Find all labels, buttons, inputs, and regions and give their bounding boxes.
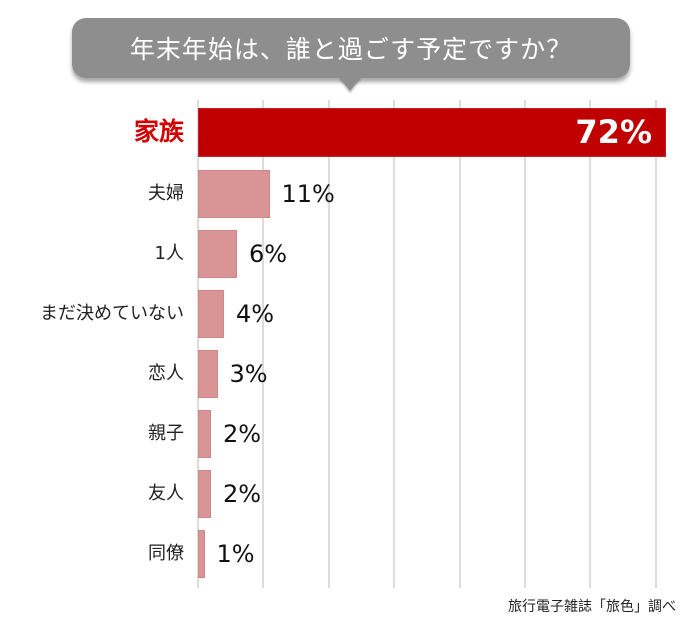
category-label: 親子 — [148, 423, 184, 444]
bar — [198, 470, 211, 518]
gridline — [458, 100, 461, 588]
bar — [198, 230, 237, 278]
bar — [198, 410, 211, 458]
bubble-pointer — [339, 77, 361, 91]
gridline — [524, 100, 526, 588]
bar — [198, 170, 270, 218]
bar-row: 家族 72% — [0, 108, 700, 157]
gridline — [654, 100, 657, 588]
bar-row: 恋人 3% — [0, 350, 700, 398]
bar — [198, 530, 205, 578]
category-label: 友人 — [148, 483, 184, 504]
bar-row: 夫婦 11% — [0, 170, 700, 218]
category-label: 夫婦 — [148, 183, 184, 204]
bar-row: 同僚 1% — [0, 530, 700, 578]
category-label: 恋人 — [148, 363, 184, 384]
bar-row: まだ決めていない 4% — [0, 290, 700, 338]
bar-row: 友人 2% — [0, 470, 700, 518]
value-label: 2% — [223, 480, 262, 508]
value-label: 2% — [223, 420, 262, 448]
bar-row: 1人 6% — [0, 230, 700, 278]
bar-row: 親子 2% — [0, 410, 700, 458]
bar — [198, 108, 666, 157]
value-label: 4% — [236, 300, 275, 328]
gridline — [589, 100, 592, 588]
category-label: まだ決めていない — [40, 303, 184, 324]
source-note: 旅行電子雑誌「旅色」調べ — [508, 599, 676, 615]
value-label: 6% — [249, 240, 288, 268]
bar — [198, 350, 218, 398]
gridline — [327, 100, 330, 588]
category-label: 1人 — [154, 243, 184, 264]
gridline — [262, 100, 265, 588]
gridline — [197, 100, 199, 588]
category-label: 同僚 — [148, 543, 184, 564]
category-label: 家族 — [133, 117, 184, 146]
value-label: 1% — [216, 540, 255, 568]
value-label: 72% — [575, 113, 652, 151]
value-label: 11% — [281, 180, 335, 208]
gridline — [393, 100, 396, 588]
chart-title: 年末年始は、誰と過ごす予定ですか？ — [129, 35, 573, 64]
bar — [198, 290, 224, 338]
value-label: 3% — [229, 360, 268, 388]
title-bubble: 年末年始は、誰と過ごす予定ですか？ — [72, 18, 630, 78]
